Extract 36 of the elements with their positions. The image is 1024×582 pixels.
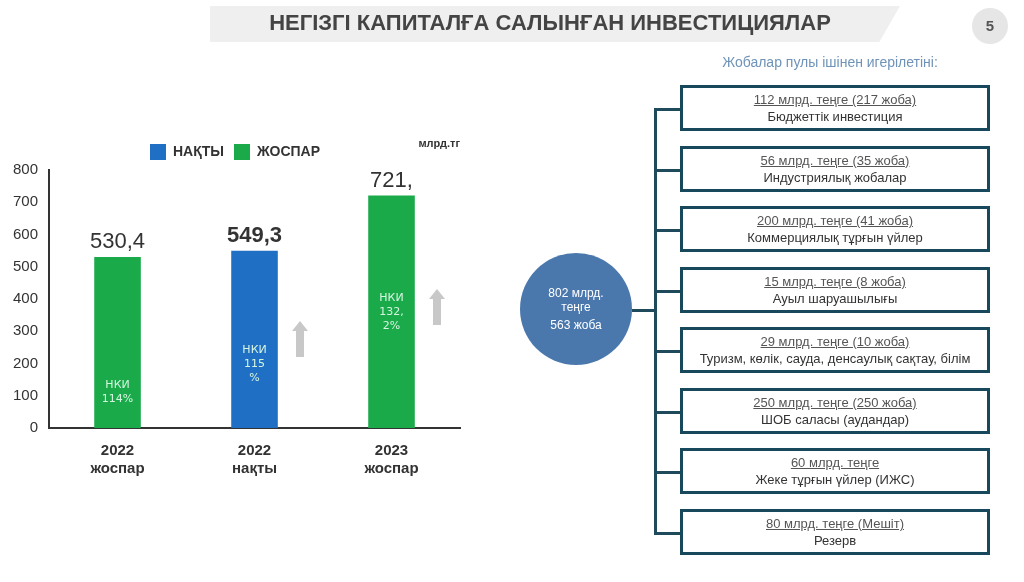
y-tick-label: 100 [13,385,39,403]
text: НЕГІЗГІ КАПИТАЛҒА САЛЫНҒАН ИНВЕСТИЦИЯЛАР [268,10,832,36]
annotation: НКИ 115 % [242,343,267,385]
y-tick-label: 200 [13,353,39,371]
bar [368,195,415,428]
legend-label: ЖОСПАР [256,142,321,159]
y-tick-label: 600 [13,224,39,242]
y-tick-label: 800 [13,160,39,178]
text: 29 млрд. теңге (10 жоба) Туризм, көлік, сауда, денсаулық сақтау, білім [698,334,972,366]
text: 112 млрд. теңге (217 жоба) Бюджеттік инвестиция [752,92,918,124]
text: 15 млрд. теңге (8 жоба) Ауыл шаруашылығы [763,273,907,306]
y-tick-label: 300 [13,321,39,339]
x-tick-label: 2022 нақты [231,441,278,477]
text: 802 млрд. теңге 563 жоба [547,286,605,332]
bar [94,256,141,428]
x-tick-label: 2022 жоспар [89,441,145,477]
text: 60 млрд. теңге Жеке тұрғын үйлер (ИЖС) [754,455,916,487]
y-tick-label: 500 [13,256,39,274]
data-label: 530,4 [89,228,146,254]
text: 200 млрд. теңге (41 жоба) Коммерциялық тұрғын үйлер [746,213,924,245]
text: Жобалар пулы ішінен игерілетіні: [721,54,939,70]
text: 80 млрд. теңге (Мешіт) Резерв [765,515,905,548]
y-axis-title: млрд.тг [418,137,461,150]
data-label: 549,3 [226,221,283,247]
x-tick-label: 2023 жоспар [363,441,419,477]
bar [231,250,278,428]
text: 250 млрд. теңге (250 жоба) ШОБ саласы (аудандар) [752,394,918,427]
y-tick-label: 700 [13,192,39,210]
text: 5 [972,8,1008,44]
y-tick-label: 400 [13,289,39,307]
data-label: 721, [370,166,413,192]
annotation: НКИ 114% [101,378,134,406]
y-tick-label: 0 [29,418,39,436]
text: 56 млрд. теңге (35 жоба) Индустриялық жобалар [759,152,911,185]
annotation: НКИ 132, 2% [379,290,404,332]
legend-label: НАҚТЫ [173,142,225,159]
